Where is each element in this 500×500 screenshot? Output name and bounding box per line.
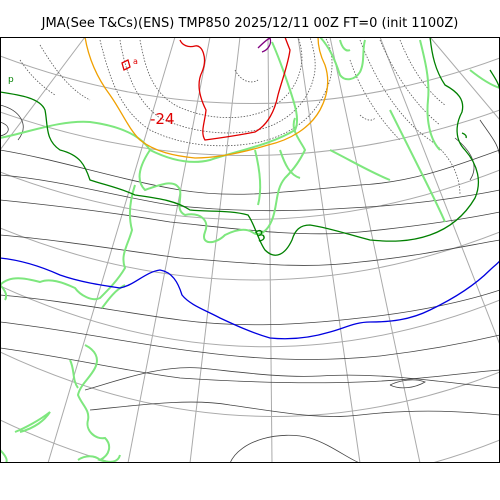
- weather-map: -24 a 3 p: [0, 37, 500, 463]
- red-contour-label: -24: [150, 110, 175, 128]
- small-red-label: a: [133, 57, 138, 66]
- small-green-label: p: [8, 75, 14, 85]
- coastlines: [0, 37, 500, 463]
- isotherm-orange: [84, 37, 329, 159]
- isotherm-blue: [0, 257, 500, 340]
- isotherm-red: [121, 37, 291, 141]
- isotherms-thin: [0, 104, 500, 463]
- map-title: JMA(See T&Cs)(ENS) TMP850 2025/12/11 00Z…: [41, 16, 459, 31]
